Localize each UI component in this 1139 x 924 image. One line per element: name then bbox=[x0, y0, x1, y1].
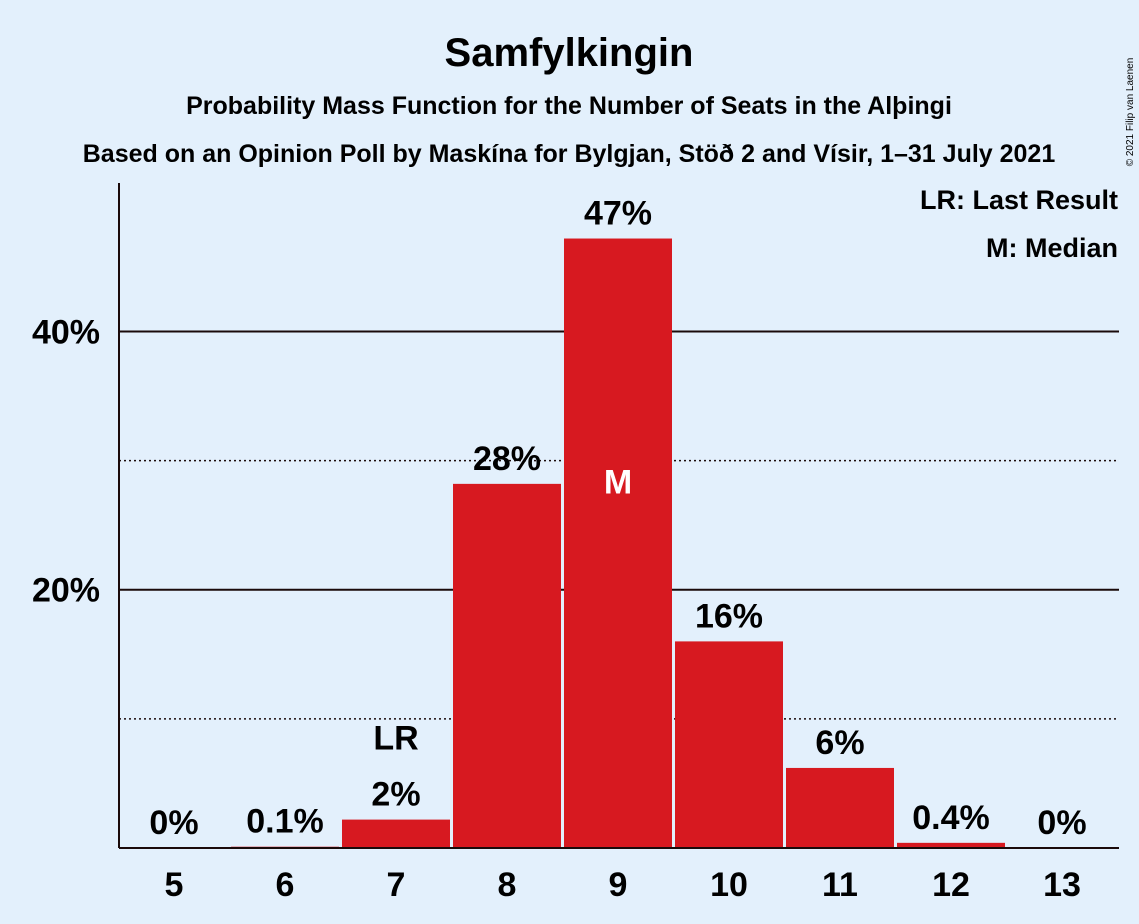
x-tick-label: 11 bbox=[822, 866, 858, 904]
chart-subtitle-source: Based on an Opinion Poll by Maskína for … bbox=[83, 140, 1056, 168]
data-labels: 0% 0.1% 2% LR 28% 47% M 16% 6% 0.4% 0% bbox=[149, 195, 1086, 842]
bar bbox=[675, 641, 783, 848]
bar bbox=[564, 238, 672, 848]
bar bbox=[897, 842, 1005, 848]
bar bbox=[786, 767, 894, 848]
data-label: 0.1% bbox=[246, 803, 324, 841]
bars bbox=[231, 238, 1005, 848]
median-marker: M bbox=[604, 463, 632, 501]
x-tick-label: 13 bbox=[1043, 866, 1081, 904]
x-tick-labels: 5 6 7 8 9 10 11 12 13 bbox=[165, 866, 1081, 904]
x-tick-label: 6 bbox=[276, 866, 295, 904]
bar bbox=[342, 819, 450, 848]
legend-median: M: Median bbox=[986, 233, 1118, 263]
data-label: 0% bbox=[1037, 804, 1086, 842]
data-label: 16% bbox=[695, 597, 763, 635]
data-label: 6% bbox=[815, 724, 864, 762]
data-label: 28% bbox=[473, 440, 541, 478]
last-result-marker: LR bbox=[373, 720, 418, 758]
bar bbox=[453, 483, 561, 848]
x-tick-label: 7 bbox=[387, 866, 406, 904]
x-tick-label: 9 bbox=[609, 866, 628, 904]
data-label: 0.4% bbox=[912, 799, 990, 837]
legend-last-result: LR: Last Result bbox=[920, 185, 1118, 215]
x-tick-label: 8 bbox=[498, 866, 517, 904]
y-tick-labels: 20% 40% bbox=[32, 313, 100, 609]
chart-title: Samfylkingin bbox=[445, 31, 694, 75]
data-label: 47% bbox=[584, 195, 652, 233]
x-tick-label: 5 bbox=[165, 866, 184, 904]
data-label: 2% bbox=[371, 776, 420, 814]
copyright-note: © 2021 Filip van Laenen bbox=[1125, 58, 1136, 167]
data-label: 0% bbox=[149, 804, 198, 842]
x-tick-label: 10 bbox=[710, 866, 748, 904]
chart-subtitle: Probability Mass Function for the Number… bbox=[186, 92, 952, 120]
y-tick-label: 20% bbox=[32, 572, 100, 610]
y-tick-label: 40% bbox=[32, 313, 100, 351]
x-tick-label: 12 bbox=[932, 866, 970, 904]
